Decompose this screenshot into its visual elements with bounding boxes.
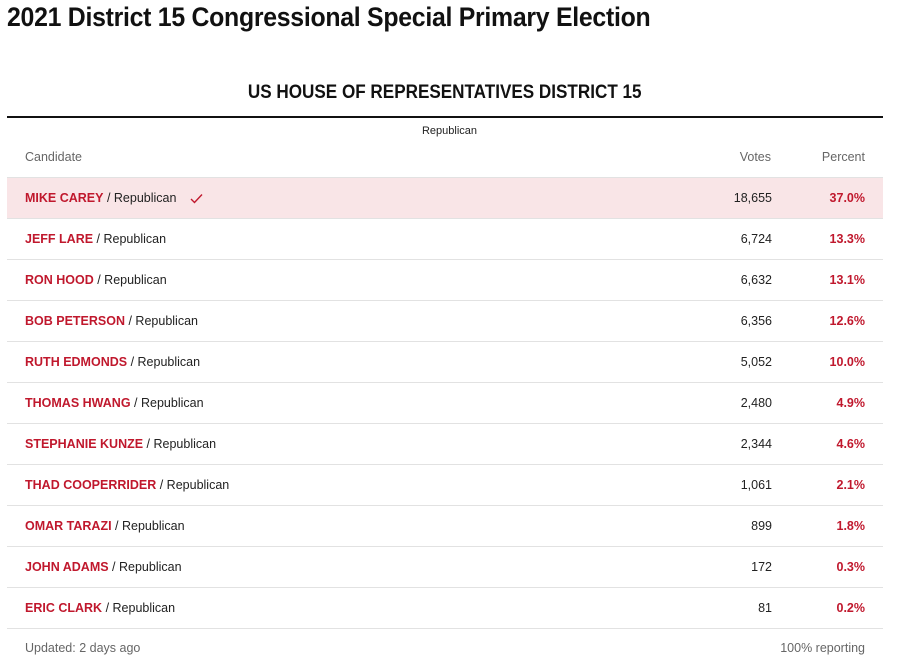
candidate-name: JEFF LARE (25, 232, 94, 246)
candidate-votes: 18,655 (733, 191, 772, 205)
page-title: 2021 District 15 Congressional Special P… (7, 2, 651, 32)
candidate-party: / Republican (93, 232, 167, 246)
candidate-percent: 0.2% (836, 601, 866, 615)
candidate-party: / Republican (108, 560, 182, 574)
candidate-row: STEPHANIE KUNZE / Republican 2,344 4.6% (7, 424, 883, 465)
candidate-percent: 10.0% (829, 355, 865, 369)
candidate-row: OMAR TARAZI / Republican 899 1.8% (7, 506, 883, 547)
candidate-cell: RON HOOD / Republican (25, 273, 167, 287)
candidate-cell: THOMAS HWANG / Republican (25, 396, 204, 410)
candidate-name: ERIC CLARK (25, 601, 103, 615)
candidate-votes: 172 (751, 560, 772, 574)
header-percent: Percent (821, 150, 865, 164)
candidate-cell: OMAR TARAZI / Republican (25, 519, 185, 533)
candidate-cell: ERIC CLARK / Republican (25, 601, 175, 615)
candidate-party: / Republican (102, 601, 176, 615)
candidate-party: / Republican (127, 355, 201, 369)
candidate-row: THOMAS HWANG / Republican 2,480 4.9% (7, 383, 883, 424)
candidate-cell: JEFF LARE / Republican (25, 232, 166, 246)
candidate-percent: 37.0% (829, 191, 865, 205)
candidate-percent: 2.1% (836, 478, 866, 492)
candidate-votes: 2,344 (740, 437, 772, 451)
candidate-votes: 1,061 (740, 478, 772, 492)
candidate-name: RUTH EDMONDS (25, 355, 128, 369)
candidate-row: RUTH EDMONDS / Republican 5,052 10.0% (7, 342, 883, 383)
candidate-percent: 13.3% (829, 232, 865, 246)
candidate-name: OMAR TARAZI (25, 519, 112, 533)
candidate-votes: 6,356 (740, 314, 772, 328)
candidate-votes: 81 (758, 601, 772, 615)
candidate-party: / Republican (143, 437, 217, 451)
candidate-name: THAD COOPERRIDER (25, 478, 157, 492)
candidate-percent: 1.8% (836, 519, 866, 533)
updated-text: Updated: 2 days ago (25, 641, 141, 655)
candidate-votes: 5,052 (740, 355, 772, 369)
results-table-header: Candidate Votes Percent (7, 150, 883, 168)
candidate-percent: 4.9% (836, 396, 866, 410)
candidate-percent: 12.6% (829, 314, 865, 328)
candidate-percent: 0.3% (836, 560, 866, 574)
candidate-party: / Republican (93, 273, 167, 287)
candidate-cell: STEPHANIE KUNZE / Republican (25, 437, 216, 451)
candidate-name: MIKE CAREY (25, 191, 104, 205)
candidate-row: BOB PETERSON / Republican 6,356 12.6% (7, 301, 883, 342)
header-votes: Votes (739, 150, 771, 164)
candidate-percent: 13.1% (829, 273, 865, 287)
candidate-party: / Republican (130, 396, 204, 410)
candidate-cell: THAD COOPERRIDER / Republican (25, 478, 229, 492)
candidate-votes: 6,632 (740, 273, 772, 287)
candidate-row: JEFF LARE / Republican 6,724 13.3% (7, 219, 883, 260)
candidate-party: / Republican (103, 191, 177, 205)
party-label: Republican (421, 125, 478, 137)
header-candidate: Candidate (25, 150, 82, 164)
candidate-votes: 6,724 (740, 232, 772, 246)
race-title: US HOUSE OF REPRESENTATIVES DISTRICT 15 (7, 82, 883, 104)
candidate-cell: RUTH EDMONDS / Republican (25, 355, 200, 369)
candidate-row: THAD COOPERRIDER / Republican 1,061 2.1% (7, 465, 883, 506)
race-title-text: US HOUSE OF REPRESENTATIVES DISTRICT 15 (248, 82, 642, 103)
candidate-name: BOB PETERSON (25, 314, 126, 328)
candidate-row: JOHN ADAMS / Republican 172 0.3% (7, 547, 883, 588)
checkmark-icon (190, 193, 203, 207)
candidate-row: ERIC CLARK / Republican 81 0.2% (7, 588, 883, 629)
candidate-party: / Republican (111, 519, 185, 533)
candidate-cell: JOHN ADAMS / Republican (25, 560, 182, 574)
candidate-row: MIKE CAREY / Republican 18,655 37.0% (7, 178, 883, 219)
candidate-votes: 899 (751, 519, 772, 533)
candidate-party: / Republican (125, 314, 198, 328)
results-table-body: MIKE CAREY / Republican 18,655 37.0% JEFF L… (7, 177, 883, 629)
candidate-name: THOMAS HWANG (25, 396, 131, 410)
candidate-name: RON HOOD (25, 273, 94, 287)
reporting-text: 100% reporting (780, 641, 865, 655)
candidate-party: / Republican (156, 478, 230, 492)
candidate-cell: MIKE CAREY / Republican (25, 191, 203, 207)
candidate-name: JOHN ADAMS (25, 560, 109, 574)
candidate-votes: 2,480 (740, 396, 772, 410)
candidate-percent: 4.6% (836, 437, 866, 451)
candidate-row: RON HOOD / Republican 6,632 13.1% (7, 260, 883, 301)
candidate-cell: BOB PETERSON / Republican (25, 314, 198, 328)
candidate-name: STEPHANIE KUNZE (25, 437, 144, 451)
table-top-rule (7, 116, 883, 118)
